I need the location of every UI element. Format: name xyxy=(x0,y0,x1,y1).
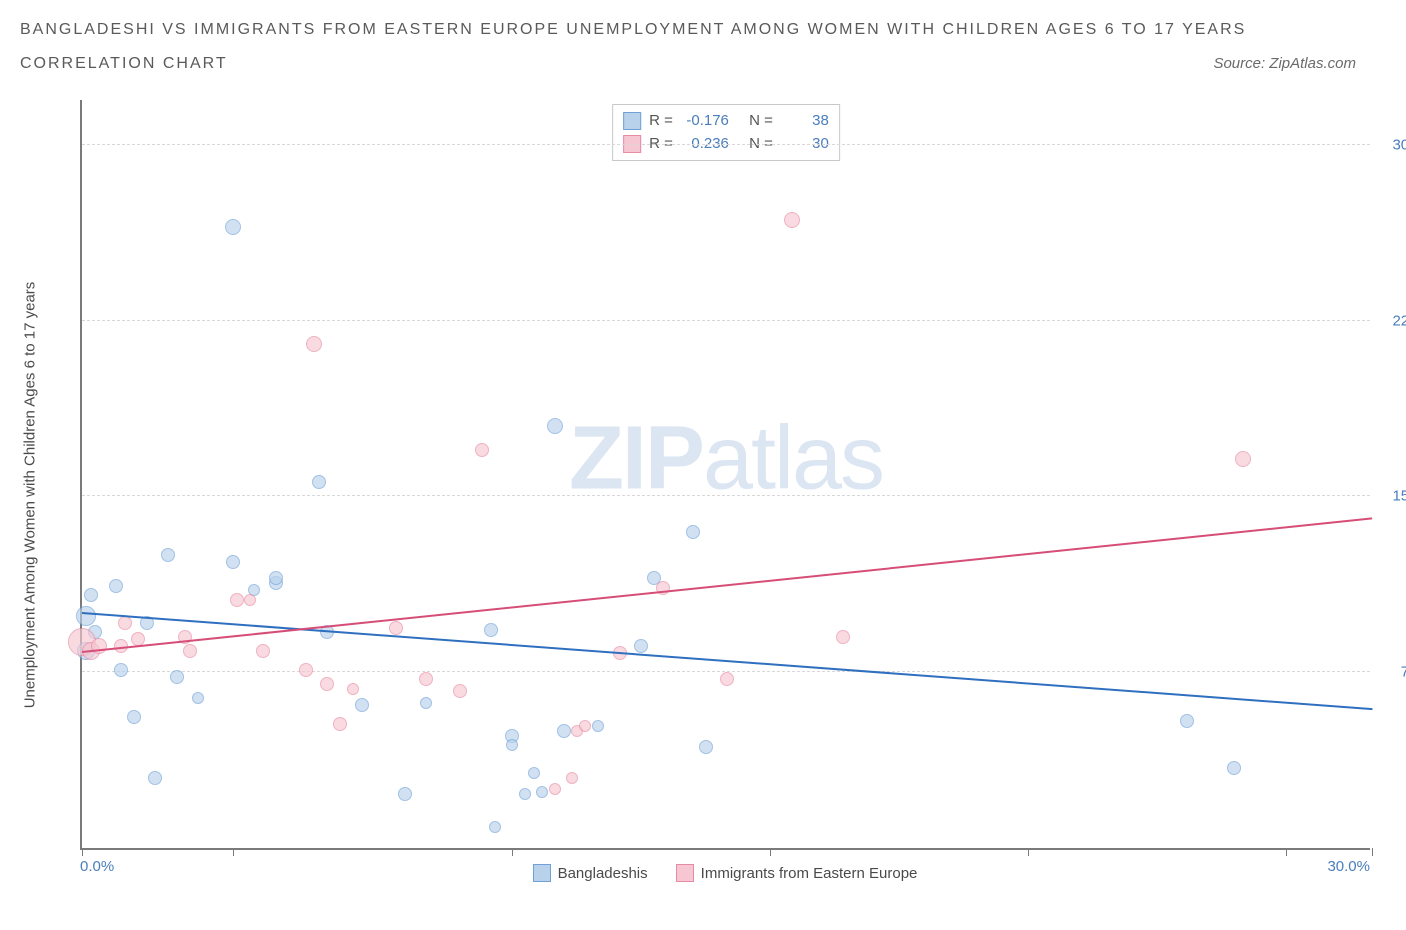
y-tick-label: 7.5% xyxy=(1375,664,1406,681)
data-point xyxy=(192,692,204,704)
r-label: R = xyxy=(649,110,673,133)
gridline xyxy=(82,495,1370,496)
x-tick xyxy=(1372,848,1373,856)
data-point xyxy=(84,588,98,602)
data-point xyxy=(536,786,548,798)
data-point xyxy=(419,672,433,686)
swatch-series1-bottom xyxy=(533,864,551,882)
data-point xyxy=(127,710,141,724)
source-label: Source: ZipAtlas.com xyxy=(1213,55,1356,72)
data-point xyxy=(453,684,467,698)
data-point xyxy=(489,821,501,833)
data-point xyxy=(549,783,561,795)
data-point xyxy=(109,579,123,593)
n-label: N = xyxy=(749,110,773,133)
data-point xyxy=(299,663,313,677)
data-point xyxy=(1180,714,1194,728)
data-point xyxy=(118,616,132,630)
data-point xyxy=(333,717,347,731)
chart-title-line2: CORRELATION CHART xyxy=(20,52,228,76)
data-point xyxy=(528,767,540,779)
chart-container: Unemployment Among Women with Children A… xyxy=(20,100,1386,890)
data-point xyxy=(183,644,197,658)
data-point xyxy=(557,724,571,738)
data-point xyxy=(686,525,700,539)
data-point xyxy=(836,630,850,644)
data-point xyxy=(306,336,322,352)
swatch-series1 xyxy=(623,112,641,130)
legend-label-series1: Bangladeshis xyxy=(558,865,648,882)
trend-line xyxy=(82,612,1372,710)
x-tick xyxy=(770,848,771,856)
legend-row-series1: R = -0.176 N = 38 xyxy=(623,110,829,133)
correlation-legend: R = -0.176 N = 38 R = 0.236 N = 30 xyxy=(612,104,840,161)
data-point xyxy=(148,771,162,785)
data-point xyxy=(170,670,184,684)
y-axis-label: Unemployment Among Women with Children A… xyxy=(22,282,39,709)
data-point xyxy=(320,677,334,691)
legend-item-series1: Bangladeshis xyxy=(533,864,648,882)
x-tick xyxy=(1286,848,1287,856)
y-tick-label: 30.0% xyxy=(1375,136,1406,153)
legend-item-series2: Immigrants from Eastern Europe xyxy=(676,864,918,882)
gridline xyxy=(82,320,1370,321)
data-point xyxy=(312,475,326,489)
data-point xyxy=(784,212,800,228)
data-point xyxy=(420,697,432,709)
data-point xyxy=(91,638,107,654)
legend-label-series2: Immigrants from Eastern Europe xyxy=(701,865,918,882)
data-point xyxy=(475,443,489,457)
swatch-series2-bottom xyxy=(676,864,694,882)
x-tick xyxy=(82,848,83,856)
y-tick-label: 22.5% xyxy=(1375,312,1406,329)
data-point xyxy=(355,698,369,712)
y-tick-label: 15.0% xyxy=(1375,488,1406,505)
data-point xyxy=(519,788,531,800)
chart-title-line1: BANGLADESHI VS IMMIGRANTS FROM EASTERN E… xyxy=(20,18,1386,42)
gridline xyxy=(82,144,1370,145)
bottom-legend: Bangladeshis Immigrants from Eastern Eur… xyxy=(80,864,1370,882)
n-value-series1: 38 xyxy=(781,110,829,133)
data-point xyxy=(230,593,244,607)
data-point xyxy=(269,571,283,585)
data-point xyxy=(347,683,359,695)
data-point xyxy=(579,720,591,732)
data-point xyxy=(161,548,175,562)
title-block: BANGLADESHI VS IMMIGRANTS FROM EASTERN E… xyxy=(0,0,1406,76)
data-point xyxy=(484,623,498,637)
data-point xyxy=(226,555,240,569)
x-tick xyxy=(512,848,513,856)
data-point xyxy=(634,639,648,653)
data-point xyxy=(76,606,96,626)
data-point xyxy=(547,418,563,434)
x-tick xyxy=(1028,848,1029,856)
data-point xyxy=(566,772,578,784)
watermark-light: atlas xyxy=(703,409,883,509)
x-tick xyxy=(233,848,234,856)
data-point xyxy=(244,594,256,606)
r-value-series1: -0.176 xyxy=(681,110,729,133)
data-point xyxy=(225,219,241,235)
data-point xyxy=(1227,761,1241,775)
data-point xyxy=(389,621,403,635)
data-point xyxy=(398,787,412,801)
plot-area: ZIPatlas R = -0.176 N = 38 R = 0.236 N =… xyxy=(80,100,1370,850)
data-point xyxy=(699,740,713,754)
data-point xyxy=(114,663,128,677)
data-point xyxy=(256,644,270,658)
data-point xyxy=(506,739,518,751)
data-point xyxy=(1235,451,1251,467)
data-point xyxy=(592,720,604,732)
data-point xyxy=(720,672,734,686)
watermark-bold: ZIP xyxy=(569,409,703,509)
